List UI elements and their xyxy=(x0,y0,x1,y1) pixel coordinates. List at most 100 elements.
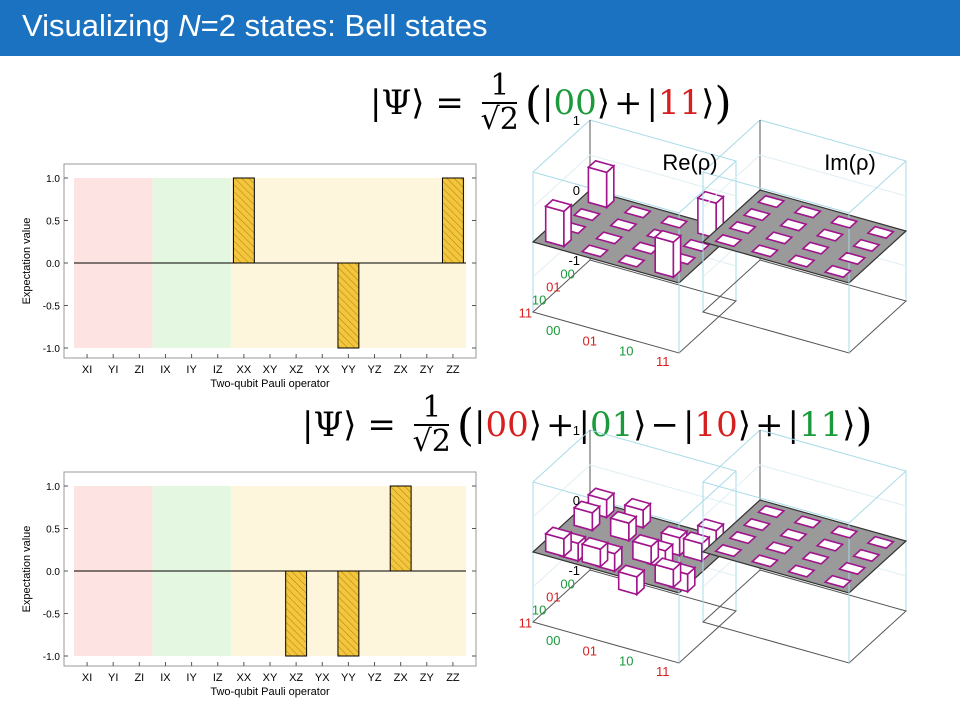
ket-term: | 00 ⟩ xyxy=(542,83,610,123)
y-tick-label: -0.5 xyxy=(43,302,61,313)
bar3d-top xyxy=(631,241,660,255)
col-label: 01 xyxy=(583,643,597,658)
ket-angle: ⟩ xyxy=(701,83,715,123)
row-label: 01 xyxy=(546,590,560,605)
box-floor xyxy=(701,569,908,664)
bar3d-top xyxy=(609,510,638,525)
y-axis-title: Expectation value xyxy=(21,218,33,305)
x-tick-label: YI xyxy=(108,672,118,684)
col-label: 10 xyxy=(619,344,633,359)
pauli-bar-chart-1: 1.0 0.5 0.0 -0.5 -1.0 XI YI ZI IX IY IZ XX XY XZ YX YY Y… xyxy=(21,163,477,390)
row-label: 10 xyxy=(532,293,546,308)
bar3d-top xyxy=(793,205,822,219)
formula-lhs: |Ψ⟩ = xyxy=(370,83,475,123)
plot-title-real: Re(ρ) xyxy=(662,150,717,175)
bell-state-formula-2: |Ψ⟩ = 1 √2(| 00 ⟩ + | 01 ⟩ − | 10 ⟩ + | 11 ⟩) xyxy=(302,392,873,458)
x-tick-label: ZZ xyxy=(446,672,460,684)
bar3d-top xyxy=(779,528,808,542)
bar3d-top xyxy=(580,244,610,258)
open-paren: ( xyxy=(456,399,475,451)
x-tick-label: YZ xyxy=(368,364,382,376)
ket-angle: ⟩ xyxy=(596,83,611,123)
bar3d-top xyxy=(823,264,853,279)
bar3d-top xyxy=(866,225,895,240)
formula-fraction: 1 √2 xyxy=(481,70,519,136)
bar3d-top xyxy=(714,233,743,248)
bar3d-face xyxy=(587,166,608,209)
z-tick-label: 1 xyxy=(573,423,580,438)
bar3d-top xyxy=(714,543,743,558)
row-label: 00 xyxy=(560,577,574,592)
bar3d-top xyxy=(728,530,757,545)
title-part-2: =2 states: Bell states xyxy=(200,8,488,43)
ket-label: 10 xyxy=(694,405,738,445)
bell-state-formula-1: |Ψ⟩ = 1 √2(| 00 ⟩ + | 11 ⟩) xyxy=(370,70,732,136)
y-tick-label: 1.0 xyxy=(46,174,60,185)
x-axis-title: Two-qubit Pauli operator xyxy=(210,378,330,390)
pauli-bar-chart-2: 1.0 0.5 0.0 -0.5 -1.0 XI YI ZI IX IY IZ XX XY XZ YX YY Y… xyxy=(21,471,477,698)
bar-XZ xyxy=(285,570,308,657)
col-label: 00 xyxy=(546,323,560,338)
bar3d-face xyxy=(654,236,675,279)
ket-bar: | xyxy=(578,405,590,445)
title-bar: Visualizing N=2 states: Bell states xyxy=(0,0,960,56)
x-tick-label: XY xyxy=(263,364,278,376)
x-tick-label: IY xyxy=(186,672,197,684)
title-italic-n: N xyxy=(178,8,201,43)
x-tick-label: YZ xyxy=(368,672,382,684)
bar3d-top xyxy=(764,231,794,245)
bar3d-top xyxy=(631,533,660,548)
bar3d-top xyxy=(750,554,780,568)
bar3d-top xyxy=(787,564,816,578)
x-tick-label: YY xyxy=(341,364,356,376)
formula-fraction: 1 √2 xyxy=(413,392,451,458)
ket-term: | 10 ⟩ xyxy=(683,405,751,445)
x-tick-label: YX xyxy=(315,364,330,376)
fraction-denominator: √2 xyxy=(412,424,451,459)
x-tick-label: XY xyxy=(263,672,278,684)
x-tick-label: XZ xyxy=(289,672,303,684)
col-label: 01 xyxy=(583,333,597,348)
x-tick-label: ZZ xyxy=(446,364,460,376)
x-tick-label: IZ xyxy=(213,672,223,684)
zero-plane xyxy=(701,499,908,594)
y-tick-label: 0.5 xyxy=(46,525,60,536)
bar3d-top xyxy=(852,548,881,563)
bar3d-top xyxy=(801,551,830,565)
bar3d-top xyxy=(617,564,646,578)
bar3d-top xyxy=(793,515,822,529)
row-label: 10 xyxy=(532,603,546,618)
fraction-numerator: 1 xyxy=(482,70,518,104)
term-sign: − xyxy=(650,405,680,445)
bar3d-top xyxy=(623,205,652,219)
bar3d-top xyxy=(623,497,652,512)
wall-gridline xyxy=(702,154,907,208)
x-tick-label: XX xyxy=(237,672,252,684)
box-edge xyxy=(702,481,850,524)
x-axis-title: Two-qubit Pauli operator xyxy=(210,686,330,698)
bar-YY xyxy=(337,262,360,349)
ket-term: | 11 ⟩ xyxy=(647,83,715,123)
z-tick-label: -1 xyxy=(568,563,580,578)
bar3d-top xyxy=(586,159,616,174)
x-tick-label: XI xyxy=(82,672,92,684)
y-tick-label: 0.0 xyxy=(46,567,60,578)
x-tick-label: IZ xyxy=(213,364,223,376)
bar3d-top xyxy=(815,228,845,242)
z-tick-label: 0 xyxy=(573,493,580,508)
bar3d-top xyxy=(829,525,859,539)
ket-angle: ⟩ xyxy=(528,405,543,445)
bar3d-top xyxy=(617,254,646,268)
bar3d-top xyxy=(696,190,725,205)
bar3d-top xyxy=(750,244,780,258)
bar-ZX xyxy=(389,485,412,572)
bar3d-top xyxy=(609,218,638,232)
ket-angle: ⟩ xyxy=(633,405,647,445)
bar3d-top xyxy=(659,525,689,539)
bar3d-top xyxy=(696,518,725,532)
bar3d-top xyxy=(544,526,573,540)
ket-bar: | xyxy=(542,83,554,123)
row-label: 00 xyxy=(560,267,574,282)
